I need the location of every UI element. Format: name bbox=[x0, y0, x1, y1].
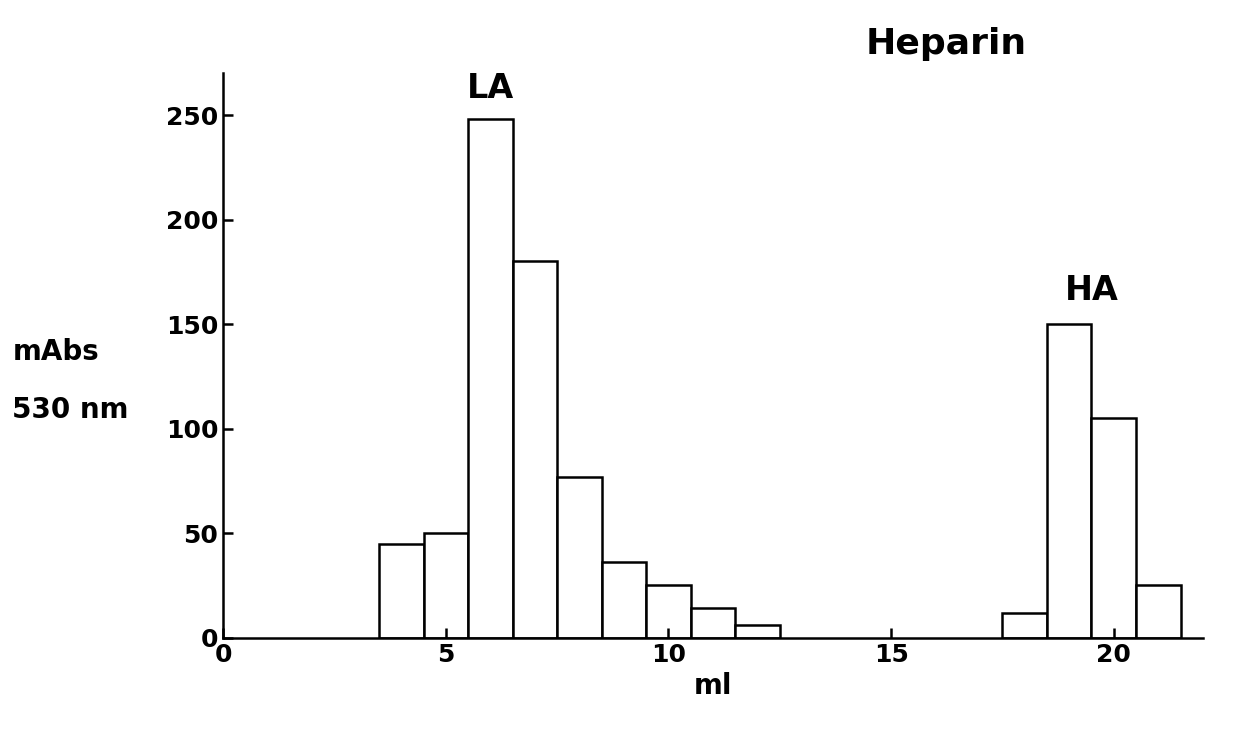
Bar bbox=[379, 544, 424, 638]
Bar bbox=[691, 608, 735, 638]
Text: LA: LA bbox=[466, 72, 515, 105]
Bar bbox=[1047, 324, 1091, 638]
Text: mAbs: mAbs bbox=[12, 338, 99, 366]
X-axis label: ml: ml bbox=[693, 672, 733, 700]
Text: 530 nm: 530 nm bbox=[12, 397, 129, 424]
Bar bbox=[601, 562, 646, 638]
Text: Heparin: Heparin bbox=[866, 27, 1027, 61]
Bar bbox=[1091, 419, 1136, 638]
Bar bbox=[512, 262, 557, 638]
Bar bbox=[557, 476, 601, 638]
Bar bbox=[1002, 613, 1047, 638]
Bar bbox=[735, 625, 780, 638]
Bar bbox=[646, 586, 691, 638]
Text: HA: HA bbox=[1065, 274, 1118, 307]
Bar bbox=[1136, 586, 1180, 638]
Bar bbox=[467, 119, 512, 638]
Bar bbox=[424, 533, 467, 638]
